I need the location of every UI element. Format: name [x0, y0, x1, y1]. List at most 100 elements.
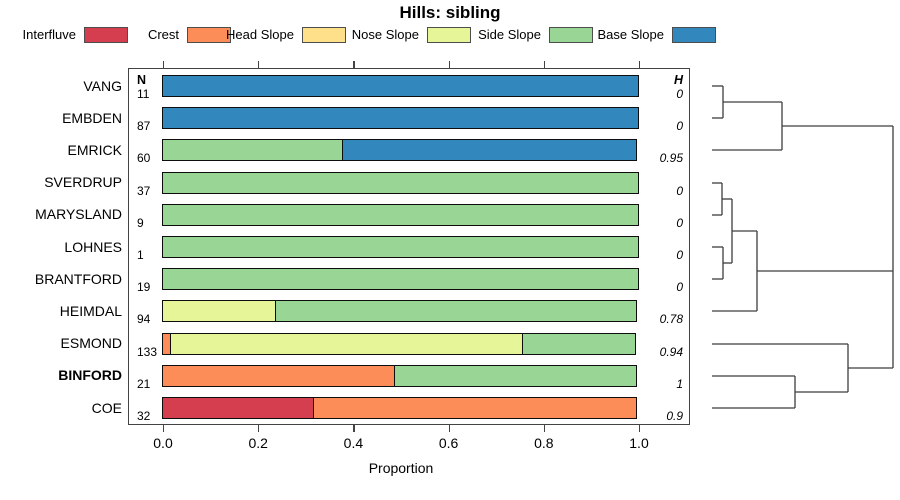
bar-vang [162, 75, 639, 97]
row-label-marysland: MARYSLAND [35, 206, 122, 223]
legend-swatch-side-slope [549, 26, 593, 43]
bar-segment-side-slope [394, 364, 638, 387]
bar-segment-nose-slope [162, 300, 277, 323]
h-value-coe: 0.9 [666, 409, 683, 423]
row-label-lohnes: LOHNES [64, 238, 122, 255]
bar-binford [162, 364, 639, 387]
bar-segment-crest [162, 364, 396, 387]
axis-tick-label: 0.2 [248, 435, 268, 451]
h-value-emrick: 0.95 [659, 151, 683, 166]
bar-coe [162, 397, 639, 419]
legend-label: Crest [147, 27, 179, 42]
n-value-embden: 87 [137, 119, 151, 134]
legend-swatch-head-slope [302, 26, 346, 43]
n-value-lohnes: 1 [137, 248, 144, 262]
h-value-binford: 1 [676, 376, 683, 391]
n-value-esmond: 133 [137, 344, 158, 359]
n-value-brantford: 19 [137, 280, 151, 295]
legend-item-crest: Crest [27, 26, 231, 43]
h-value-heimdal: 0.78 [659, 312, 683, 327]
axis-tick-label: 0.0 [153, 435, 173, 451]
legend-item-nose-slope: Nose Slope [267, 26, 471, 43]
row-label-emrick: EMRICK [67, 141, 122, 158]
row-label-binford: BINFORD [58, 367, 122, 384]
bar-segment-base-slope [162, 75, 639, 97]
bar-segment-side-slope [162, 236, 639, 258]
bar-lohnes [162, 236, 639, 258]
axis-tick-top [448, 61, 450, 68]
bar-sverdrup [162, 171, 639, 194]
bar-segment-crest [313, 397, 638, 419]
h-value-sverdrup: 0 [676, 183, 683, 198]
axis-tick-top [639, 61, 641, 68]
n-value-marysland: 9 [137, 215, 144, 230]
bar-segment-interfluve [162, 397, 315, 419]
legend-item-side-slope: Side Slope [389, 26, 593, 43]
h-column-header: H [673, 73, 683, 87]
axis-tick-bottom [448, 425, 450, 432]
row-label-brantford: BRANTFORD [34, 270, 122, 287]
axis-tick-label: 0.8 [534, 435, 554, 451]
h-value-lohnes: 0 [676, 248, 683, 262]
bar-brantford [162, 268, 639, 291]
bar-segment-side-slope [274, 300, 638, 323]
axis-tick-top [353, 61, 355, 68]
n-value-binford: 21 [137, 376, 151, 391]
bar-segment-base-slope [341, 139, 638, 162]
legend-label: Side Slope [478, 27, 541, 42]
legend-item-head-slope: Head Slope [142, 26, 346, 43]
axis-tick-bottom [163, 425, 165, 432]
axis-tick-bottom [543, 425, 546, 432]
bar-segment-base-slope [162, 107, 639, 130]
axis-tick-top [258, 61, 260, 68]
legend-item-interfluve: Interfluve [0, 26, 128, 43]
n-value-sverdrup: 37 [137, 183, 151, 198]
row-label-heimdal: HEIMDAL [59, 302, 122, 319]
h-value-brantford: 0 [676, 280, 683, 295]
bar-segment-side-slope [162, 171, 639, 194]
axis-tick-bottom [639, 425, 641, 432]
chart-title: Hills: sibling [399, 3, 501, 22]
bar-marysland [162, 203, 639, 226]
n-column-header: N [137, 73, 147, 87]
bar-segment-side-slope [162, 203, 639, 226]
bar-emrick [162, 139, 639, 162]
legend-swatch-base-slope [672, 26, 716, 43]
bar-segment-side-slope [162, 139, 344, 162]
legend-swatch-crest [187, 26, 231, 43]
h-value-embden: 0 [676, 119, 683, 134]
row-label-vang: VANG [83, 77, 122, 94]
legend-label: Interfluve [22, 27, 76, 42]
n-value-coe: 32 [137, 409, 151, 423]
n-value-emrick: 60 [137, 151, 151, 166]
axis-tick-top [543, 61, 546, 68]
legend-label: Head Slope [226, 27, 294, 42]
x-axis-label: Proportion [368, 460, 434, 476]
bar-heimdal [162, 300, 639, 323]
plot-box [128, 68, 690, 425]
n-value-heimdal: 94 [137, 312, 151, 327]
row-label-esmond: ESMOND [60, 335, 122, 352]
axis-tick-label: 1.0 [629, 435, 649, 451]
bar-embden [162, 107, 639, 130]
axis-tick-bottom [258, 425, 260, 432]
bar-segment-side-slope [162, 268, 639, 291]
row-label-embden: EMBDEN [62, 109, 122, 126]
row-label-coe: COE [91, 399, 122, 416]
row-label-sverdrup: SVERDRUP [44, 174, 122, 191]
axis-tick-top [163, 61, 165, 68]
legend-label: Base Slope [597, 27, 665, 42]
bar-segment-nose-slope [170, 332, 523, 355]
bar-segment-side-slope [521, 332, 636, 355]
h-value-esmond: 0.94 [659, 344, 683, 359]
bar-esmond [162, 332, 639, 355]
axis-tick-bottom [353, 425, 355, 432]
legend-item-base-slope: Base Slope [512, 26, 716, 43]
h-value-marysland: 0 [676, 215, 683, 230]
legend-label: Nose Slope [351, 27, 419, 42]
h-value-vang: 0 [676, 87, 683, 101]
legend-swatch-interfluve [84, 26, 128, 43]
axis-tick-label: 0.4 [343, 435, 364, 451]
n-value-vang: 11 [137, 87, 150, 101]
